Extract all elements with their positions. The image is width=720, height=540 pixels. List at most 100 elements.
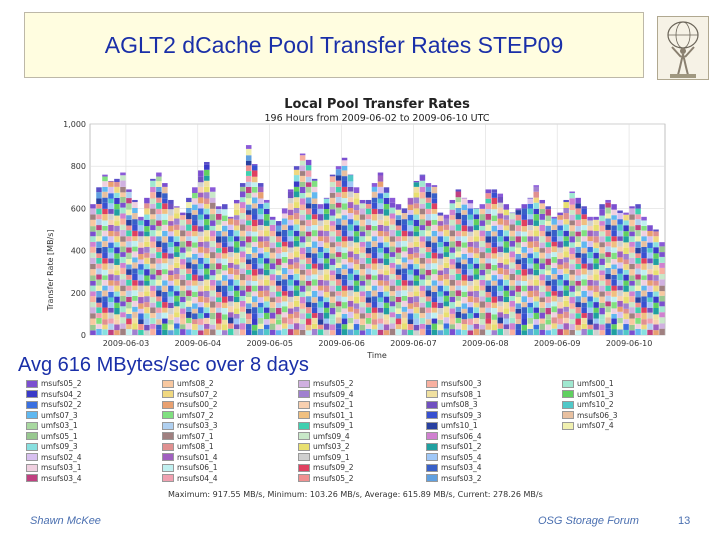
bar-segment [653, 275, 659, 281]
bar-segment [305, 231, 312, 237]
bar-segment [551, 285, 557, 292]
bar-segment [269, 307, 276, 313]
bar-segment [228, 312, 234, 318]
bar-segment [641, 290, 647, 297]
bar-segment [216, 285, 222, 292]
bar-segment [275, 247, 282, 254]
bar-segment [461, 242, 468, 248]
bar-segment [647, 269, 653, 275]
bar-segment [413, 208, 420, 215]
bar-segment [605, 291, 611, 296]
bar-segment [419, 313, 426, 318]
bar-segment [96, 257, 102, 264]
bar-segment [120, 172, 126, 176]
bar-segment [198, 330, 204, 335]
bar-segment [419, 274, 426, 280]
legend-label: msufs03_1 [41, 463, 82, 472]
bar-segment [449, 225, 456, 231]
bar-segment [233, 259, 240, 265]
bar-segment [138, 285, 144, 292]
bar-segment [593, 329, 599, 335]
bar-segment [635, 297, 641, 303]
bar-segment [485, 280, 492, 286]
bar-segment [569, 280, 575, 286]
bar-segment [263, 258, 270, 264]
bar-segment [269, 318, 276, 324]
bar-segment [257, 317, 264, 324]
bar-segment [473, 328, 480, 335]
bar-segment [204, 263, 210, 269]
bar-segment [299, 153, 306, 156]
bar-segment [341, 329, 348, 335]
bar-segment [539, 329, 545, 335]
bar-segment [473, 219, 480, 226]
bar-segment [581, 307, 587, 314]
bar-segment [156, 275, 162, 280]
bar-segment [239, 273, 246, 281]
bar-segment [623, 214, 629, 221]
bar-segment [353, 269, 360, 275]
bar-segment [407, 313, 414, 320]
bar-segment [341, 318, 348, 325]
bar-segment [425, 247, 432, 253]
bar-segment [96, 203, 102, 209]
bar-segment [210, 247, 216, 253]
bar-segment [515, 274, 522, 281]
bar-segment [293, 213, 300, 220]
bar-segment [210, 275, 216, 280]
legend-swatch [162, 390, 174, 398]
bar-segment [216, 329, 222, 335]
bar-segment [222, 296, 228, 303]
bar-segment [629, 302, 635, 308]
bar-segment [353, 291, 360, 298]
bar-segment [329, 186, 336, 193]
bar-segment [431, 248, 438, 253]
bar-segment [533, 220, 539, 226]
bar-segment [611, 209, 617, 216]
bar-segment [305, 307, 312, 314]
bar-segment [275, 264, 282, 271]
bar-segment [449, 318, 456, 325]
bar-segment [389, 285, 396, 292]
bar-segment [186, 317, 192, 324]
bar-segment [233, 199, 240, 204]
bar-segment [581, 214, 587, 220]
bar-segment [114, 280, 120, 286]
bar-segment [245, 155, 252, 161]
bar-segment [395, 296, 402, 303]
bar-segment [174, 262, 180, 268]
bar-segment [587, 220, 593, 226]
bar-segment [299, 280, 306, 286]
bar-segment [407, 253, 414, 260]
bar-segment [569, 324, 575, 330]
legend-item: msufs06_3 [562, 411, 618, 420]
bar-segment [425, 275, 432, 280]
bar-segment [102, 290, 108, 297]
slide-title: AGLT2 dCache Pool Transfer Rates STEP09 [104, 31, 564, 58]
bar-segment [251, 219, 258, 227]
bar-segment [401, 317, 408, 324]
legend-swatch [26, 474, 38, 482]
bar-segment [228, 285, 234, 292]
bar-segment [114, 291, 120, 297]
bar-segment [144, 307, 150, 314]
bar-segment [491, 319, 498, 325]
bar-segment [587, 319, 593, 325]
bar-segment [168, 285, 174, 292]
bar-segment [533, 329, 539, 335]
bar-segment [353, 247, 360, 254]
bar-segment [437, 231, 444, 237]
bar-segment [497, 236, 504, 242]
bar-segment [659, 328, 665, 335]
bar-segment [228, 241, 234, 247]
bar-segment [263, 236, 270, 242]
atlas-logo [657, 16, 709, 80]
bar-segment [419, 175, 426, 181]
bar-segment [467, 275, 474, 281]
bar-segment [395, 241, 402, 248]
bar-segment [132, 329, 138, 335]
bar-segment [353, 329, 360, 335]
bar-segment [180, 215, 186, 220]
bar-segment [473, 208, 480, 209]
bar-segment [186, 230, 192, 237]
